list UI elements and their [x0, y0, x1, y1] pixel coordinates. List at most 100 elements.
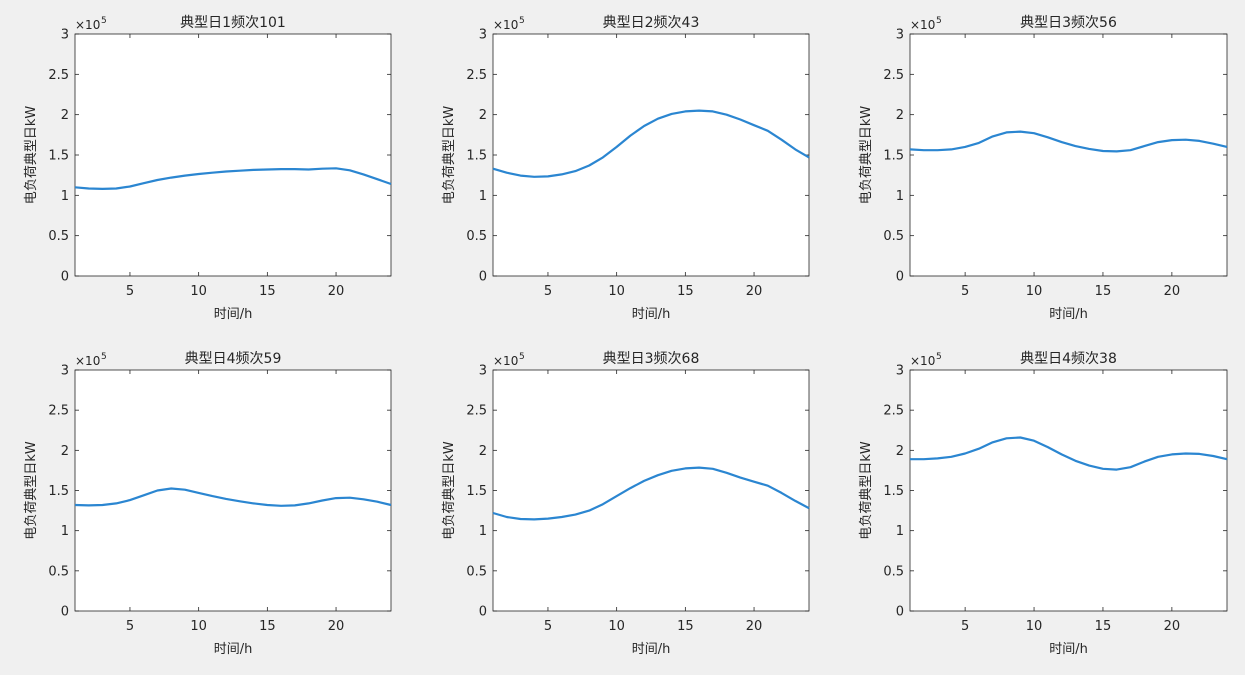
subplot-title: 典型日4频次59 — [185, 351, 282, 367]
x-tick-label: 5 — [544, 284, 552, 299]
exponent-label: ×10 — [910, 354, 935, 368]
y-tick-label: 3 — [61, 364, 69, 379]
y-axis-label: 电负荷典型日kW — [24, 106, 39, 205]
y-axis-label: 电负荷典型日kW — [24, 441, 39, 540]
x-tick-label: 10 — [1026, 284, 1043, 299]
x-axis-label: 时间/h — [214, 642, 253, 657]
plot-area — [909, 33, 1228, 277]
exponent-label: ×10 — [910, 18, 935, 32]
x-tick-label: 10 — [1026, 619, 1043, 634]
x-axis-label: 时间/h — [1049, 642, 1088, 657]
x-tick-label: 15 — [1095, 619, 1112, 634]
x-tick-label: 10 — [608, 619, 625, 634]
x-axis-label: 时间/h — [632, 307, 671, 322]
y-tick-label: 2 — [61, 108, 69, 123]
x-tick-label: 20 — [328, 284, 345, 299]
y-axis-label: 电负荷典型日kW — [442, 106, 457, 205]
x-tick-label: 20 — [328, 619, 345, 634]
y-tick-label: 2.5 — [48, 68, 69, 83]
plot-area — [74, 369, 392, 612]
exponent-label: ×10 — [75, 18, 100, 32]
y-tick-label: 2.5 — [466, 404, 487, 419]
y-tick-label: 1.5 — [466, 484, 487, 499]
x-tick-label: 5 — [961, 284, 969, 299]
x-tick-label: 20 — [1164, 619, 1181, 634]
y-tick-label: 1 — [61, 524, 69, 539]
x-axis-label: 时间/h — [1049, 307, 1088, 322]
plot-area — [74, 33, 392, 277]
y-tick-label: 0.5 — [466, 229, 487, 244]
subplot-title: 典型日2频次43 — [603, 15, 700, 31]
y-tick-label: 1.5 — [48, 484, 69, 499]
x-tick-label: 15 — [677, 284, 694, 299]
exponent-power: 5 — [936, 16, 942, 26]
exponent-power: 5 — [519, 352, 525, 362]
y-tick-label: 0 — [479, 270, 487, 285]
y-tick-label: 2 — [479, 444, 487, 459]
plot-area — [909, 369, 1228, 612]
x-tick-label: 5 — [126, 284, 134, 299]
x-tick-label: 20 — [746, 284, 763, 299]
series-line — [74, 487, 392, 507]
series-line — [492, 466, 810, 521]
y-tick-label: 0 — [479, 605, 487, 620]
y-tick-label: 0.5 — [466, 564, 487, 579]
series-line — [909, 130, 1228, 153]
y-tick-label: 0 — [896, 270, 904, 285]
plot-area — [492, 369, 810, 612]
x-tick-label: 5 — [961, 619, 969, 634]
series-line — [910, 436, 1228, 471]
y-tick-label: 2 — [896, 444, 904, 459]
exponent-label: ×10 — [75, 354, 100, 368]
y-tick-label: 1.5 — [48, 149, 69, 164]
series-line — [74, 167, 392, 190]
y-tick-label: 1 — [61, 189, 69, 204]
y-tick-label: 3 — [61, 28, 69, 43]
y-tick-label: 3 — [479, 28, 487, 43]
y-axis-label: 电负荷典型日kW — [859, 106, 874, 205]
x-tick-label: 5 — [126, 619, 134, 634]
y-tick-label: 1 — [896, 524, 904, 539]
plot-area — [492, 33, 810, 277]
y-tick-label: 2 — [896, 108, 904, 123]
x-tick-label: 10 — [190, 284, 207, 299]
x-axis-label: 时间/h — [214, 307, 253, 322]
y-tick-label: 2 — [479, 108, 487, 123]
x-tick-label: 10 — [608, 284, 625, 299]
subplot-title: 典型日3频次68 — [603, 351, 700, 367]
y-axis-label: 电负荷典型日kW — [442, 441, 457, 540]
y-tick-label: 0 — [61, 605, 69, 620]
x-tick-label: 15 — [259, 619, 276, 634]
y-tick-label: 0 — [896, 605, 904, 620]
y-tick-label: 0.5 — [883, 229, 904, 244]
y-axis-label: 电负荷典型日kW — [859, 441, 874, 540]
y-tick-label: 2 — [61, 444, 69, 459]
y-tick-label: 3 — [479, 364, 487, 379]
x-tick-label: 15 — [677, 619, 694, 634]
y-tick-label: 0.5 — [48, 564, 69, 579]
exponent-power: 5 — [936, 352, 942, 362]
y-tick-label: 3 — [896, 364, 904, 379]
subplot-title: 典型日1频次101 — [180, 15, 286, 31]
exponent-power: 5 — [101, 16, 107, 26]
exponent-label: ×10 — [493, 354, 518, 368]
y-tick-label: 0.5 — [48, 229, 69, 244]
y-tick-label: 3 — [896, 28, 904, 43]
x-axis-label: 时间/h — [632, 642, 671, 657]
x-tick-label: 20 — [746, 619, 763, 634]
subplot-title: 典型日4频次38 — [1020, 351, 1117, 367]
y-tick-label: 2.5 — [883, 404, 904, 419]
y-tick-label: 0.5 — [883, 564, 904, 579]
x-tick-label: 10 — [190, 619, 207, 634]
y-tick-label: 1 — [896, 189, 904, 204]
y-tick-label: 0 — [61, 270, 69, 285]
y-tick-label: 1 — [479, 524, 487, 539]
subplot-title: 典型日3频次56 — [1020, 15, 1117, 31]
x-tick-label: 15 — [259, 284, 276, 299]
exponent-power: 5 — [101, 352, 107, 362]
